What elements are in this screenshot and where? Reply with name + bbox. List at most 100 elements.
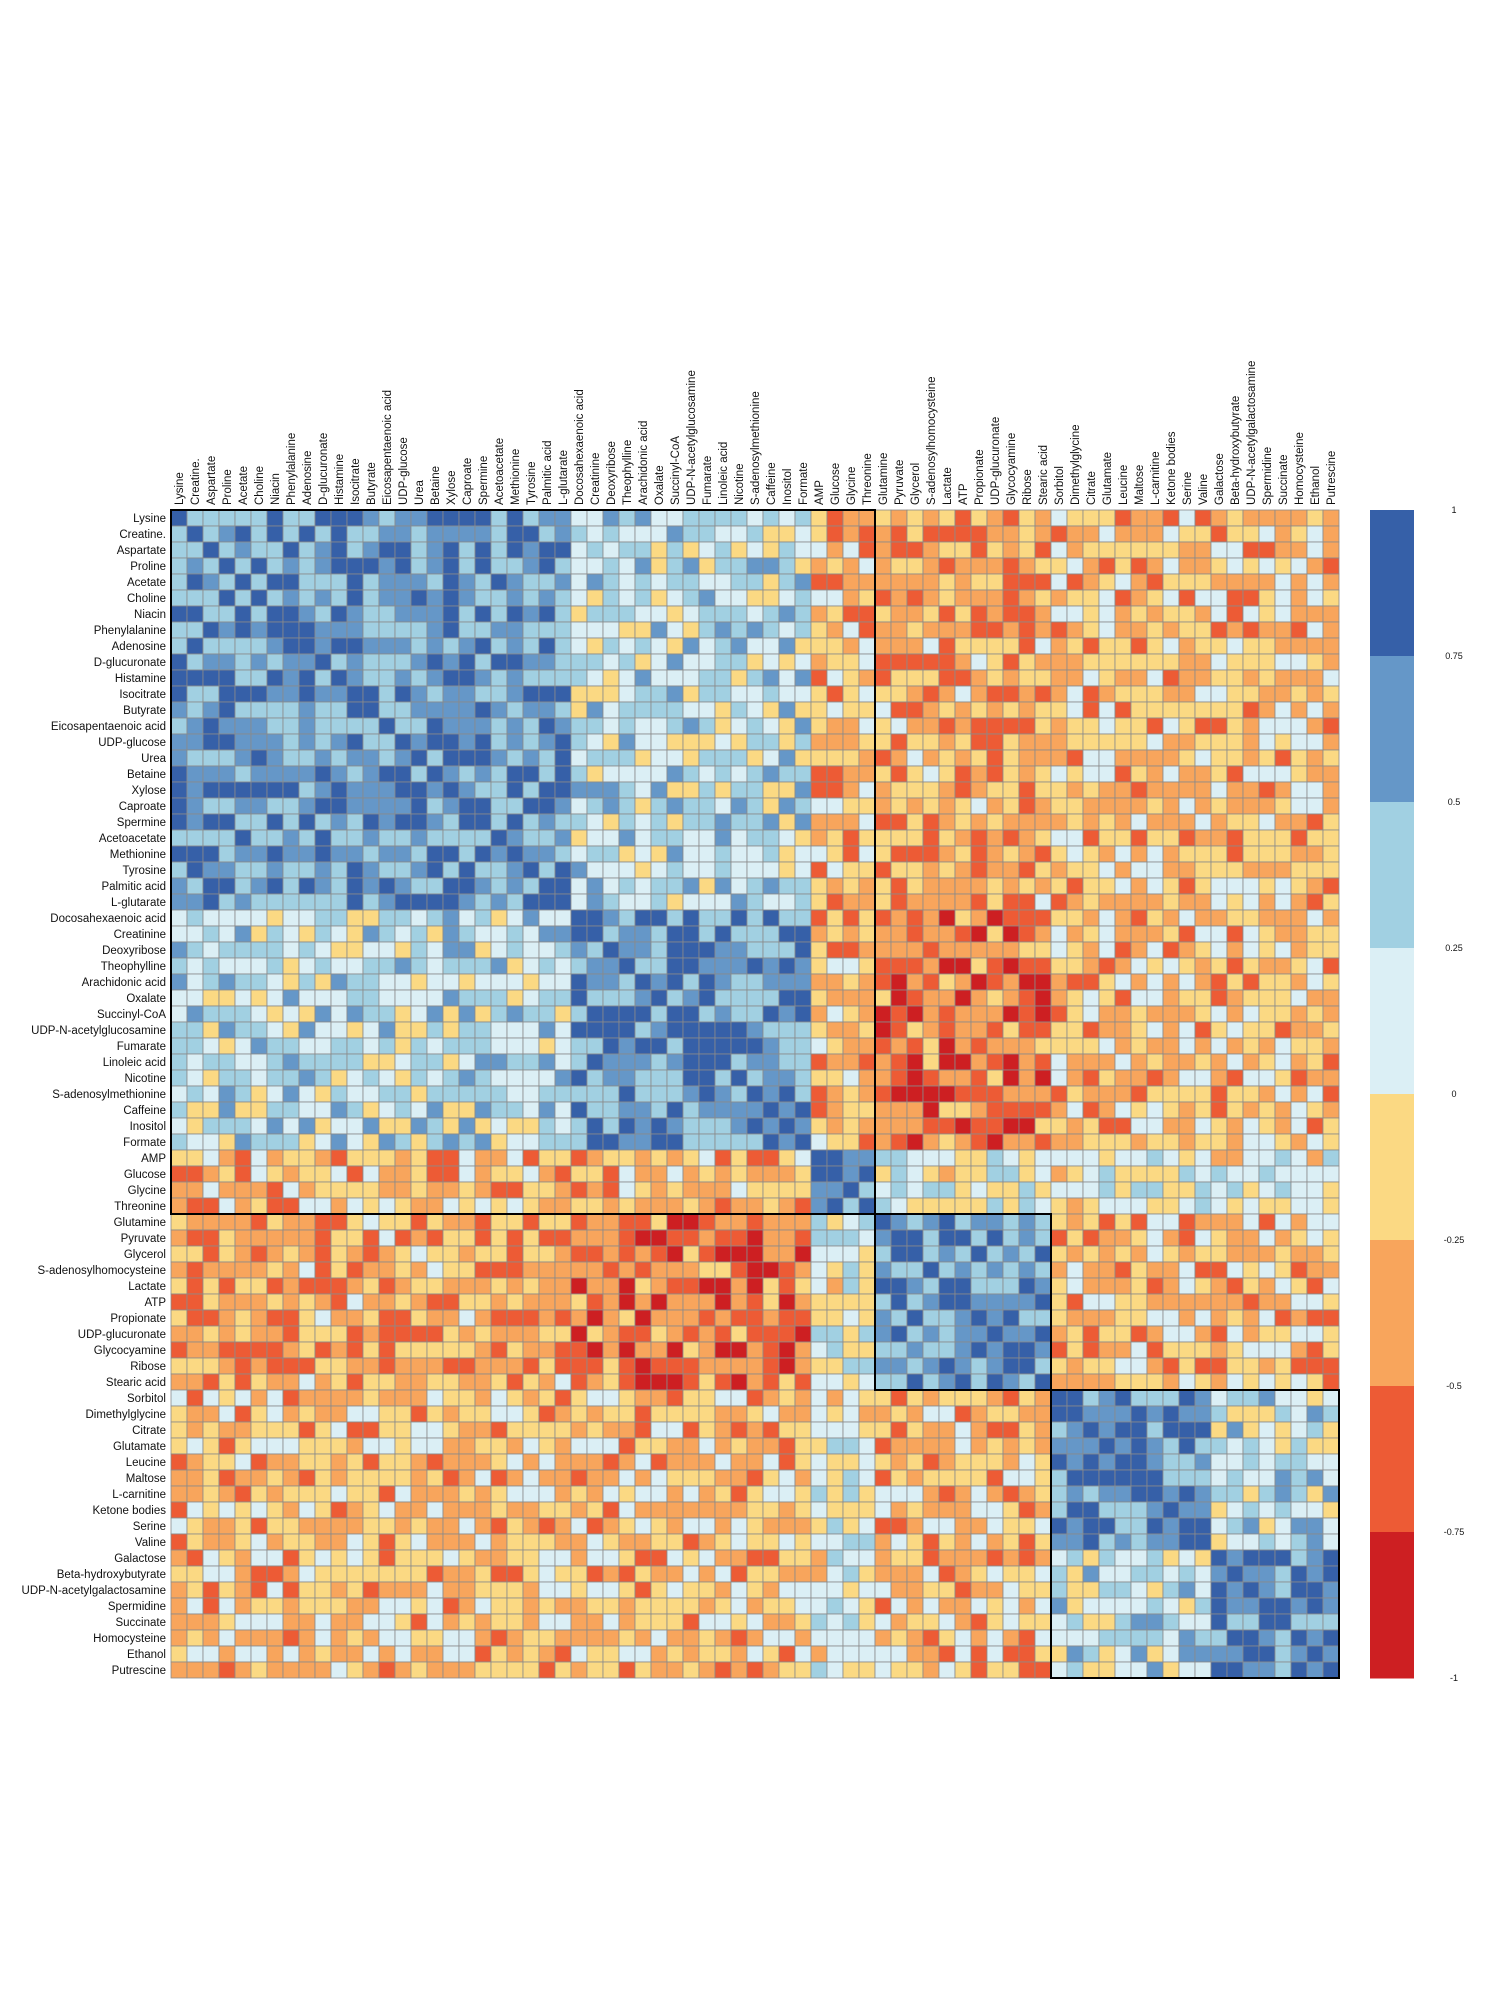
heatmap-cell: [186, 1357, 204, 1375]
heatmap-cell: [1242, 989, 1260, 1007]
heatmap-cell: [1242, 1469, 1260, 1487]
heatmap-cell: [762, 525, 780, 543]
heatmap-cell: [970, 1453, 988, 1471]
heatmap-cell: [362, 1501, 380, 1519]
heatmap-cell: [218, 973, 236, 991]
heatmap-cell: [618, 1277, 636, 1295]
heatmap-cell: [1306, 605, 1324, 623]
heatmap-cell: [266, 941, 284, 959]
heatmap-cell: [1114, 973, 1132, 991]
heatmap-cell: [890, 989, 908, 1007]
heatmap-cell: [1114, 1453, 1132, 1471]
heatmap-cell: [186, 925, 204, 943]
heatmap-cell: [1002, 957, 1020, 975]
heatmap-cell: [298, 1277, 316, 1295]
heatmap-cell: [1082, 1405, 1100, 1423]
heatmap-cell: [314, 1309, 332, 1327]
heatmap-cell: [314, 1005, 332, 1023]
heatmap-cell: [426, 1149, 444, 1167]
heatmap-cell: [1258, 781, 1276, 799]
heatmap-cell: [186, 1389, 204, 1407]
heatmap-cell: [826, 765, 844, 783]
heatmap-cell: [794, 1261, 812, 1279]
heatmap-cell: [602, 653, 620, 671]
heatmap-cell: [618, 605, 636, 623]
heatmap-cell: [1082, 1197, 1100, 1215]
heatmap-cell: [330, 765, 348, 783]
heatmap-cell: [890, 701, 908, 719]
heatmap-cell: [586, 1549, 604, 1567]
heatmap-cell: [1274, 1165, 1292, 1183]
heatmap-cell: [986, 1213, 1004, 1231]
heatmap-cell: [442, 1485, 460, 1503]
heatmap-cell: [826, 1373, 844, 1391]
heatmap-cell: [1178, 989, 1196, 1007]
heatmap-cell: [186, 733, 204, 751]
heatmap-cell: [810, 1181, 828, 1199]
heatmap-cell: [250, 1213, 268, 1231]
heatmap-cell: [522, 1293, 540, 1311]
heatmap-cell: [362, 957, 380, 975]
heatmap-cell: [1130, 925, 1148, 943]
heatmap-cell: [922, 525, 940, 543]
heatmap-cell: [234, 669, 252, 687]
heatmap-cell: [266, 1325, 284, 1343]
heatmap-cell: [1306, 1565, 1324, 1583]
heatmap-cell: [778, 1501, 796, 1519]
heatmap-cell: [698, 1357, 716, 1375]
heatmap-cell: [490, 1533, 508, 1551]
heatmap-cell: [330, 1293, 348, 1311]
heatmap-cell: [298, 1581, 316, 1599]
heatmap-cell: [266, 621, 284, 639]
heatmap-cell: [314, 861, 332, 879]
heatmap-cell: [330, 925, 348, 943]
heatmap-cell: [1258, 925, 1276, 943]
heatmap-cell: [1018, 1133, 1036, 1151]
heatmap-cell: [730, 525, 748, 543]
heatmap-cell: [474, 637, 492, 655]
heatmap-cell: [1082, 637, 1100, 655]
heatmap-cell: [826, 1229, 844, 1247]
heatmap-cell: [714, 1149, 732, 1167]
heatmap-cell: [442, 669, 460, 687]
heatmap-cell: [650, 1309, 668, 1327]
heatmap-cell: [666, 573, 684, 591]
heatmap-cell: [554, 1597, 572, 1615]
heatmap-cell: [474, 1181, 492, 1199]
heatmap-cell: [1242, 1389, 1260, 1407]
heatmap-cell: [890, 1309, 908, 1327]
heatmap-cell: [362, 765, 380, 783]
heatmap-cell: [1114, 1037, 1132, 1055]
heatmap-cell: [506, 1261, 524, 1279]
heatmap-cell: [730, 1101, 748, 1119]
heatmap-cell: [1210, 797, 1228, 815]
heatmap-cell: [330, 1405, 348, 1423]
heatmap-cell: [378, 589, 396, 607]
heatmap-cell: [618, 1517, 636, 1535]
heatmap-cell: [1290, 973, 1308, 991]
heatmap-cell: [970, 1149, 988, 1167]
heatmap-cell: [202, 685, 220, 703]
heatmap-cell: [938, 1469, 956, 1487]
heatmap-cell: [666, 1421, 684, 1439]
heatmap-cell: [778, 1565, 796, 1583]
heatmap-cell: [1242, 765, 1260, 783]
heatmap-cell: [618, 749, 636, 767]
heatmap-cell: [906, 909, 924, 927]
heatmap-cell: [458, 1053, 476, 1071]
heatmap-cell: [842, 813, 860, 831]
heatmap-cell: [1194, 1181, 1212, 1199]
heatmap-cell: [858, 1053, 876, 1071]
heatmap-cell: [1258, 1085, 1276, 1103]
heatmap-cell: [794, 1245, 812, 1263]
heatmap-cell: [1178, 1197, 1196, 1215]
heatmap-cell: [426, 1053, 444, 1071]
heatmap-cell: [218, 829, 236, 847]
heatmap-cell: [1210, 1117, 1228, 1135]
heatmap-cell: [762, 1005, 780, 1023]
heatmap-cell: [1274, 1117, 1292, 1135]
heatmap-cell: [394, 749, 412, 767]
heatmap-cell: [858, 1213, 876, 1231]
heatmap-cell: [922, 1373, 940, 1391]
heatmap-cell: [1322, 1181, 1340, 1199]
